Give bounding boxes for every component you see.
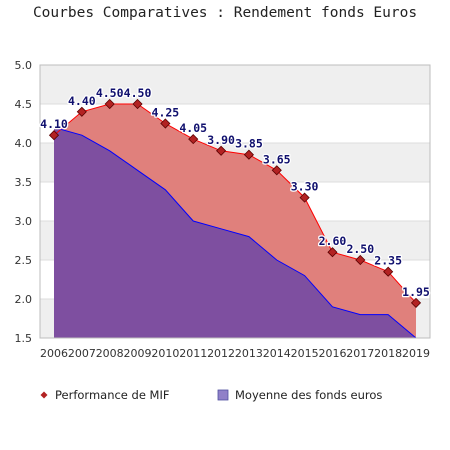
mif-point bbox=[104, 98, 115, 110]
data-label: 2.35 bbox=[374, 254, 402, 268]
mif-point bbox=[160, 118, 171, 129]
x-tick-label: 2008 bbox=[96, 347, 124, 360]
x-tick-label: 2013 bbox=[235, 347, 263, 360]
legend-average-swatch bbox=[217, 389, 229, 401]
x-axis-ticks: 2006 2007 2008 2009 2010 2011 2012 2013 2014 2015… bbox=[40, 347, 430, 360]
mif-point bbox=[327, 247, 338, 258]
data-label: 2.60 bbox=[319, 234, 347, 248]
x-tick-label: 2015 bbox=[291, 347, 319, 360]
y-tick-label: 3.5 bbox=[15, 176, 33, 189]
y-tick-label: 4.0 bbox=[15, 137, 33, 150]
mif-point bbox=[243, 149, 254, 160]
chart-areas bbox=[53, 103, 417, 339]
y-tick-label: 4.5 bbox=[15, 98, 33, 111]
data-labels: 4.104.404.50 4.504.254.053.90 3.853.653.30… bbox=[39, 85, 431, 300]
x-tick-label: 2006 bbox=[40, 347, 68, 360]
data-label: 4.05 bbox=[179, 121, 207, 135]
data-label: 2.50 bbox=[346, 242, 374, 256]
y-tick-label: 1.5 bbox=[15, 332, 33, 345]
x-tick-label: 2007 bbox=[68, 347, 96, 360]
mif-point bbox=[383, 266, 394, 277]
mif-point bbox=[48, 130, 60, 141]
legend-mif-marker bbox=[40, 391, 48, 399]
mif-point bbox=[299, 192, 310, 203]
data-label: 3.90 bbox=[207, 133, 235, 147]
data-label: 4.25 bbox=[152, 106, 180, 120]
data-label: 4.40 bbox=[68, 94, 96, 108]
x-tick-label: 2016 bbox=[318, 347, 346, 360]
x-tick-label: 2010 bbox=[151, 347, 179, 360]
x-tick-label: 2014 bbox=[263, 347, 291, 360]
data-label: 4.10 bbox=[40, 117, 68, 131]
data-label: 4.50 bbox=[124, 86, 152, 100]
mif-point bbox=[132, 98, 143, 110]
y-axis-ticks: 1.5 2.0 2.5 3.0 3.5 4.0 4.5 5.0 bbox=[15, 59, 33, 345]
mif-point bbox=[216, 145, 227, 156]
data-label: 3.85 bbox=[235, 137, 263, 151]
chart-title: Courbes Comparatives : Rendement fonds E… bbox=[32, 5, 418, 21]
legend-average-label: Moyenne des fonds euros bbox=[235, 388, 382, 402]
x-tick-label: 2009 bbox=[124, 347, 152, 360]
y-tick-label: 2.5 bbox=[15, 254, 33, 267]
mif-point bbox=[271, 165, 282, 176]
data-label: 1.95 bbox=[402, 285, 430, 299]
legend-mif-label: Performance de MIF bbox=[55, 388, 170, 402]
y-tick-label: 5.0 bbox=[15, 59, 33, 72]
x-tick-label: 2017 bbox=[346, 347, 374, 360]
grid-band bbox=[40, 65, 430, 104]
plot-border bbox=[39, 64, 431, 339]
data-label: 4.50 bbox=[96, 86, 124, 100]
data-label: 3.65 bbox=[263, 152, 291, 166]
y-tick-label: 2.0 bbox=[15, 293, 33, 306]
y-tick-label: 3.0 bbox=[15, 215, 33, 228]
x-tick-label: 2018 bbox=[374, 347, 402, 360]
legend: Performance de MIF Moyenne des fonds euro… bbox=[40, 388, 382, 402]
data-label: 3.30 bbox=[291, 180, 319, 194]
mif-point bbox=[188, 134, 199, 145]
average-line bbox=[53, 126, 417, 339]
mif-point bbox=[410, 297, 422, 308]
mif-point bbox=[355, 254, 366, 266]
x-tick-label: 2019 bbox=[402, 347, 430, 360]
plot-frame bbox=[39, 64, 431, 339]
x-tick-label: 2012 bbox=[207, 347, 235, 360]
mif-point bbox=[76, 106, 87, 117]
x-tick-label: 2011 bbox=[179, 347, 207, 360]
mif-markers bbox=[48, 98, 422, 308]
